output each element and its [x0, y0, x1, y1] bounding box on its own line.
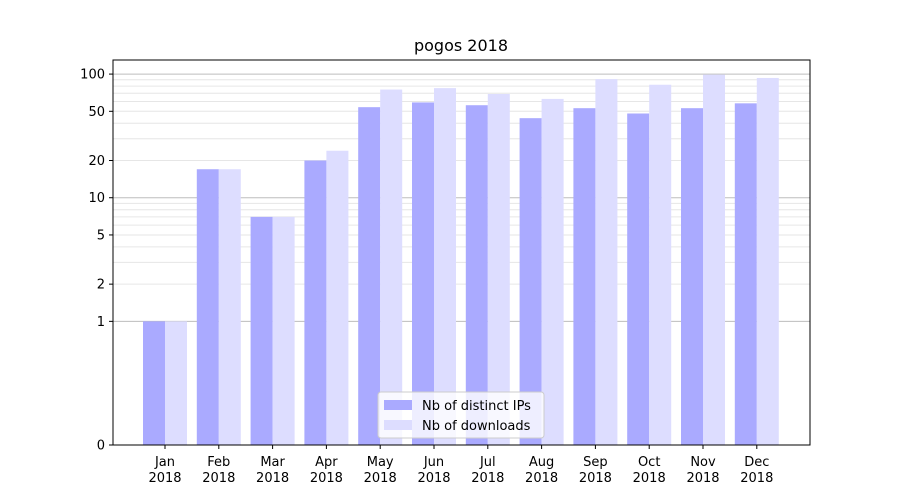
- y-tick-label: 5: [97, 228, 105, 243]
- y-axis: 0 1 2 5 10 20 50 100: [80, 68, 113, 454]
- chart-title: pogos 2018: [414, 36, 508, 55]
- bar-downloads-10: [649, 84, 672, 445]
- bar-downloads-6: [434, 88, 456, 446]
- bars: [143, 74, 779, 446]
- x-tick-label: Apr 2018: [310, 455, 343, 486]
- legend-label: Nb of downloads: [422, 419, 531, 434]
- bar-downloads-7: [487, 94, 510, 445]
- y-tick-label: 10: [88, 191, 105, 206]
- bar-distinct-ips-1: [143, 321, 165, 445]
- bar-downloads-8: [541, 98, 564, 445]
- bar-distinct-ips-11: [681, 108, 703, 445]
- bar-downloads-1: [165, 321, 187, 445]
- bar-distinct-ips-3: [250, 216, 273, 445]
- bar-downloads-2: [218, 169, 241, 445]
- bar-distinct-ips-8: [519, 118, 542, 446]
- legend-swatch: [384, 420, 412, 430]
- x-tick-label: Nov 2018: [686, 455, 719, 486]
- x-tick-label: Aug 2018: [525, 455, 558, 486]
- bar-downloads-4: [326, 150, 349, 445]
- bar-distinct-ips-6: [412, 102, 434, 445]
- bar-distinct-ips-10: [627, 113, 650, 446]
- x-tick-label: May 2018: [364, 455, 397, 486]
- x-tick-label: Oct 2018: [633, 455, 666, 486]
- x-tick-label: Mar 2018: [256, 455, 289, 486]
- legend-box: [377, 391, 545, 439]
- bar-downloads-12: [756, 77, 779, 446]
- y-tick-label: 1: [97, 315, 105, 330]
- y-tick-label: 2: [97, 278, 105, 293]
- bar-downloads-3: [272, 216, 295, 445]
- plot-frame: [112, 59, 811, 446]
- bar-distinct-ips-9: [573, 108, 596, 445]
- legend: Nb of distinct IPs Nb of downloads: [377, 391, 545, 439]
- x-axis: Jan 2018 Feb 2018 Mar 2018 Apr 2018 May 2018 Jun 20…: [148, 445, 773, 486]
- y-tick-label: 50: [88, 105, 105, 120]
- y-tick-label: 0: [97, 439, 105, 454]
- x-tick-label: Sep 2018: [579, 455, 612, 486]
- bar-distinct-ips-4: [304, 160, 327, 445]
- x-tick-label: Jun 2018: [417, 455, 450, 486]
- y-tick-label: 20: [88, 154, 105, 169]
- y-tick-label: 100: [80, 68, 105, 83]
- bar-downloads-11: [703, 74, 725, 445]
- x-tick-label: Jan 2018: [148, 455, 181, 486]
- bar-distinct-ips-12: [734, 103, 757, 445]
- x-tick-label: Feb 2018: [202, 455, 235, 486]
- legend-swatch: [384, 400, 412, 410]
- bar-downloads-9: [595, 79, 618, 446]
- legend-label: Nb of distinct IPs: [422, 399, 531, 414]
- bar-distinct-ips-2: [196, 169, 219, 445]
- bar-distinct-ips-5: [358, 107, 381, 445]
- x-tick-label: Jul 2018: [471, 455, 504, 486]
- bar-distinct-ips-7: [465, 105, 488, 445]
- bar-downloads-5: [380, 89, 403, 445]
- x-tick-label: Dec 2018: [740, 455, 773, 486]
